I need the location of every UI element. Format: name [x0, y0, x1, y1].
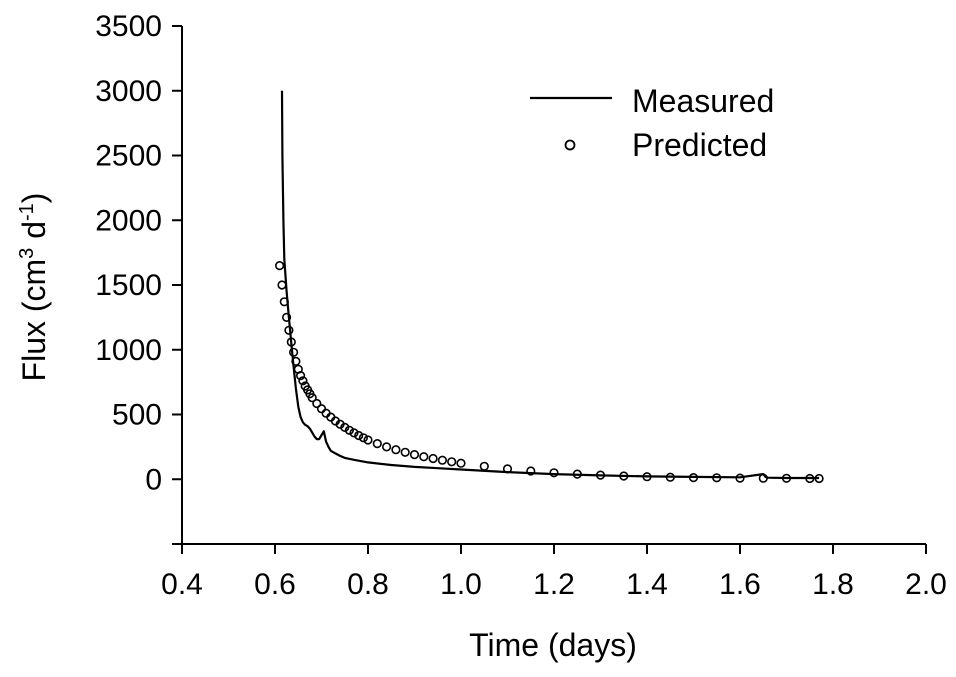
- series-predicted-point: [447, 457, 457, 467]
- series-predicted-point: [282, 312, 292, 323]
- x-tick-label: 1.4: [626, 568, 668, 601]
- series-predicted-point: [437, 455, 448, 465]
- series-predicted-point: [289, 347, 299, 357]
- series-predicted-point: [665, 472, 675, 482]
- series-predicted-point: [456, 458, 466, 468]
- series-predicted-point: [400, 447, 410, 457]
- series-predicted-point: [479, 461, 489, 471]
- x-tick-label: 1.0: [440, 568, 482, 601]
- series-predicted-point: [572, 469, 582, 479]
- series-predicted-point: [391, 445, 401, 455]
- y-tick-label: 2000: [95, 204, 162, 237]
- x-tick-label: 1.8: [812, 568, 854, 601]
- series-predicted-point: [349, 428, 359, 438]
- series-predicted-point: [279, 297, 289, 307]
- y-tick-label: 0: [145, 463, 162, 496]
- series-predicted-point: [277, 280, 287, 290]
- series-predicted-point: [805, 473, 815, 484]
- legend-measured-label: Measured: [632, 83, 774, 119]
- series-predicted-point: [735, 473, 745, 483]
- series-predicted-point: [344, 425, 355, 435]
- series-predicted-point: [419, 452, 429, 462]
- x-tick-label: 1.2: [533, 568, 575, 601]
- x-axis-label: Time (days): [469, 627, 637, 663]
- series-predicted-point: [382, 442, 392, 452]
- data-layer: [275, 90, 824, 484]
- series-predicted-point: [340, 422, 350, 433]
- series-predicted-point: [595, 470, 606, 480]
- series-predicted-point: [814, 473, 824, 484]
- y-tick-label: 2500: [95, 140, 162, 173]
- series-predicted-point: [781, 473, 792, 483]
- series-predicted-point: [284, 325, 294, 335]
- y-tick-label: 3500: [95, 10, 162, 43]
- series-predicted-point: [688, 473, 699, 483]
- legend-predicted-swatch: [564, 139, 576, 151]
- series-predicted-point: [712, 473, 722, 483]
- series-predicted-point: [363, 435, 373, 445]
- x-tick-label: 1.6: [719, 568, 761, 601]
- series-predicted-point: [312, 398, 322, 409]
- series-predicted-point: [549, 468, 559, 478]
- series-predicted-point: [354, 430, 364, 441]
- series-predicted-point: [286, 337, 296, 347]
- series-predicted-point: [298, 376, 308, 386]
- series-predicted-point: [316, 404, 327, 414]
- y-tick-label: 500: [112, 399, 162, 432]
- series-predicted-point: [275, 261, 285, 271]
- y-axis-label: Flux (cm3 d-1): [16, 193, 52, 382]
- series-predicted-point: [372, 439, 382, 449]
- y-tick-label: 1000: [95, 334, 162, 367]
- series-predicted-point: [296, 371, 306, 381]
- series-predicted-point: [502, 464, 513, 474]
- series-predicted-point: [428, 453, 438, 464]
- y-tick-label: 3000: [95, 75, 162, 108]
- y-tick-label: 1500: [95, 269, 162, 302]
- series-predicted-point: [642, 472, 652, 482]
- x-tick-label: 2.0: [905, 568, 947, 601]
- legend: Measured Predicted: [530, 83, 774, 163]
- x-tick-label: 0.4: [161, 568, 203, 601]
- series-predicted-point: [409, 450, 420, 460]
- series-predicted-point: [758, 473, 768, 483]
- series-predicted-point: [358, 433, 369, 443]
- series-predicted-point: [307, 393, 317, 403]
- axes-layer: 0 500 1000 1500 2000 2500 3000 3500 0.4 0.6 0.8 1.0…: [95, 10, 947, 601]
- x-tick-label: 0.8: [347, 568, 389, 601]
- x-tick-label: 0.6: [254, 568, 296, 601]
- series-predicted-point: [526, 466, 536, 476]
- legend-predicted-label: Predicted: [632, 127, 767, 163]
- series-predicted-point: [619, 471, 629, 481]
- series-predicted-point: [291, 356, 301, 367]
